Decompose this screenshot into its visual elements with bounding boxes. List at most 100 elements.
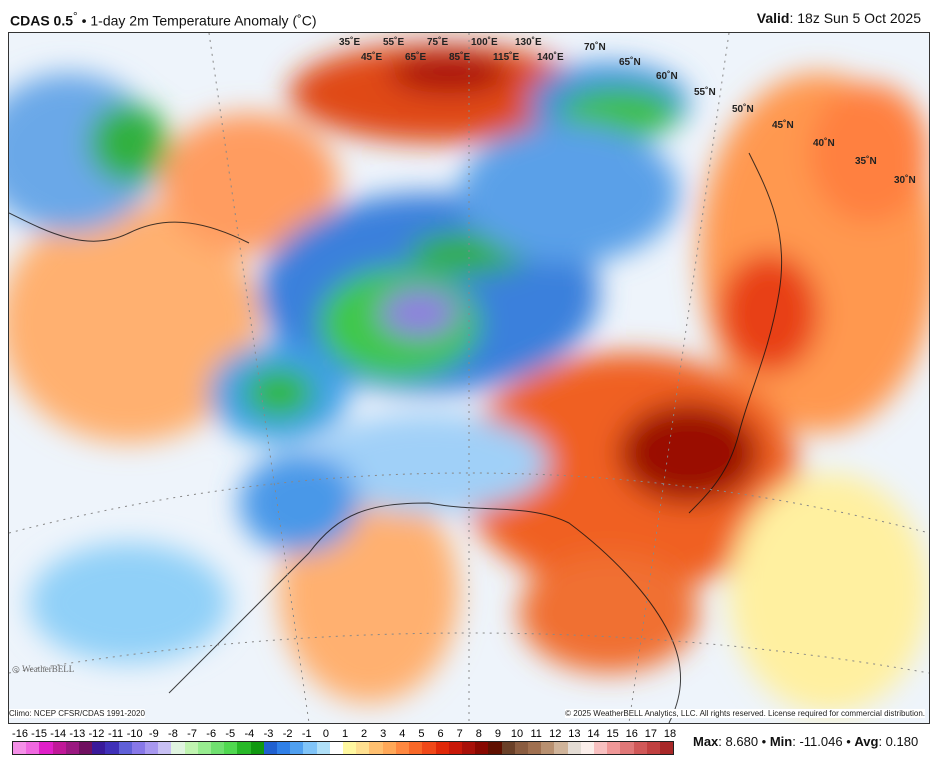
colorbar-swatch xyxy=(422,742,436,754)
colorbar-tick-label: 18 xyxy=(663,728,677,740)
colorbar-tick-label: -6 xyxy=(206,728,217,740)
colorbar-swatch xyxy=(488,742,502,754)
colorbar-tick-label: 8 xyxy=(475,728,482,740)
colorbar-swatch xyxy=(277,742,291,754)
colorbar-tick-label: 9 xyxy=(494,728,501,740)
colorbar-swatch xyxy=(382,742,396,754)
colorbar-tick-label: 0 xyxy=(322,728,329,740)
colorbar-swatch xyxy=(13,742,27,754)
colorbar-swatch xyxy=(329,742,344,754)
colorbar-tick-label: -15 xyxy=(31,728,48,740)
colorbar-tick-label: 2 xyxy=(361,728,368,740)
colorbar-swatch xyxy=(197,742,212,754)
colorbar-labels: -16 -15 -14 -13 -12 -11 -10 -9 -8 -7 -6 -5 -4 -3 -2 -1 0… xyxy=(12,728,676,740)
colorbar-tick-label: -7 xyxy=(187,728,197,740)
copyright-note: © 2025 WeatherBELL Analytics, LLC. All r… xyxy=(565,709,925,718)
valid-time: Valid: 18z Sun 5 Oct 2025 xyxy=(757,10,921,26)
colorbar-swatch xyxy=(171,742,185,754)
valid-value: : 18z Sun 5 Oct 2025 xyxy=(789,10,921,26)
climo-note: Climo: NCEP CFSR/CDAS 1991-2020 xyxy=(9,709,145,718)
colorbar-swatch xyxy=(118,742,132,754)
colorbar-swatch xyxy=(356,742,370,754)
colorbar-swatch xyxy=(369,742,383,754)
colorbar-swatch xyxy=(527,742,542,754)
colorbar-swatch xyxy=(448,742,462,754)
colorbar-tick-label: -10 xyxy=(126,728,143,740)
logo-text: WeatherBELL xyxy=(21,664,75,674)
colorbar-swatch xyxy=(263,742,278,754)
lat-label: 65˚N xyxy=(619,57,641,68)
colorbar-swatch xyxy=(435,742,449,754)
lon-label: 100˚E xyxy=(471,37,498,48)
field-stats: Max: 8.680 • Min: -11.046 • Avg: 0.180 xyxy=(693,734,918,749)
lon-label: 45˚E xyxy=(361,52,383,63)
lat-label: 30˚N xyxy=(894,175,916,186)
colorbar-swatch xyxy=(554,742,568,754)
colorbar-swatch xyxy=(303,742,317,754)
lon-label: 35˚E xyxy=(339,37,361,48)
lon-label: 75˚E xyxy=(427,37,449,48)
colorbar-swatch xyxy=(26,742,40,754)
colorbar-tick-label: 3 xyxy=(380,728,387,740)
colorbar-tick-label: 7 xyxy=(456,728,463,740)
colorbar-swatch xyxy=(541,742,555,754)
colorbar-tick-label: -5 xyxy=(225,728,236,740)
lon-label: 140˚E xyxy=(537,52,564,63)
colorbar-swatch xyxy=(343,742,357,754)
lon-label: 130˚E xyxy=(515,37,542,48)
lat-label: 60˚N xyxy=(656,71,678,82)
colorbar-swatch xyxy=(461,742,476,754)
colorbar-tick-label: 6 xyxy=(437,728,444,740)
min-value: : -11.046 xyxy=(792,734,843,749)
lon-label: 115˚E xyxy=(493,52,520,63)
colorbar-tick-label: 4 xyxy=(399,728,406,740)
colorbar-tick-label: -9 xyxy=(148,728,159,740)
colorbar-swatch xyxy=(250,742,264,754)
colorbar-swatch xyxy=(409,742,423,754)
colorbar-swatch xyxy=(633,742,647,754)
colorbar-tick-label: -14 xyxy=(50,728,67,740)
lon-label: 65˚E xyxy=(405,52,427,63)
lon-label: 85˚E xyxy=(449,52,471,63)
colorbar-swatch xyxy=(131,742,146,754)
colorbar-tick-label: 5 xyxy=(418,728,425,740)
lat-label: 70˚N xyxy=(584,42,606,53)
colorbar-swatch xyxy=(646,742,660,754)
colorbar-tick-label: 12 xyxy=(549,728,562,740)
colorbar-tick-label: 15 xyxy=(606,728,619,740)
colorbar-swatch xyxy=(316,742,330,754)
colorbar-swatch xyxy=(567,742,581,754)
colorbar-swatch xyxy=(65,742,80,754)
colorbar-swatch xyxy=(593,742,608,754)
separator: • xyxy=(758,734,770,749)
anomaly-field xyxy=(9,33,929,723)
colorbar-swatch xyxy=(659,742,674,754)
colorbar-tick-label: -13 xyxy=(69,728,86,740)
avg-value: : 0.180 xyxy=(878,734,919,749)
valid-label: Valid xyxy=(756,10,790,26)
colorbar-tick-label: -4 xyxy=(244,728,255,740)
colorbar-tick-label: 11 xyxy=(530,728,542,740)
lon-label: 55˚E xyxy=(383,37,405,48)
colorbar-tick-label: 10 xyxy=(510,728,524,740)
colorbar-swatch xyxy=(475,742,489,754)
colorbar-swatch xyxy=(237,742,251,754)
max-value: : 8.680 xyxy=(718,734,759,749)
map-title: CDAS 0.5° • 1-day 2m Temperature Anomaly… xyxy=(10,10,317,29)
model-name: CDAS 0.5 xyxy=(10,12,74,29)
colorbar-swatch xyxy=(620,742,634,754)
max-label: Max xyxy=(693,734,719,749)
colorbar-swatch xyxy=(514,742,528,754)
lat-label: 45˚N xyxy=(772,120,794,131)
colorbar-swatch xyxy=(92,742,106,754)
colorbar-swatch xyxy=(501,742,515,754)
colorbar-swatch xyxy=(158,742,172,754)
colorbar-swatch xyxy=(39,742,53,754)
colorbar-swatch xyxy=(184,742,198,754)
colorbar-swatch xyxy=(79,742,93,754)
lat-label: 40˚N xyxy=(813,138,835,149)
colorbar-swatch xyxy=(395,742,410,754)
colorbar-tick-label: -16 xyxy=(12,728,28,740)
temperature-anomaly-map[interactable]: 35˚E 45˚E 55˚E 65˚E 75˚E 85˚E 100˚E 115˚… xyxy=(8,32,930,724)
colorbar-tick-label: -2 xyxy=(282,728,293,740)
